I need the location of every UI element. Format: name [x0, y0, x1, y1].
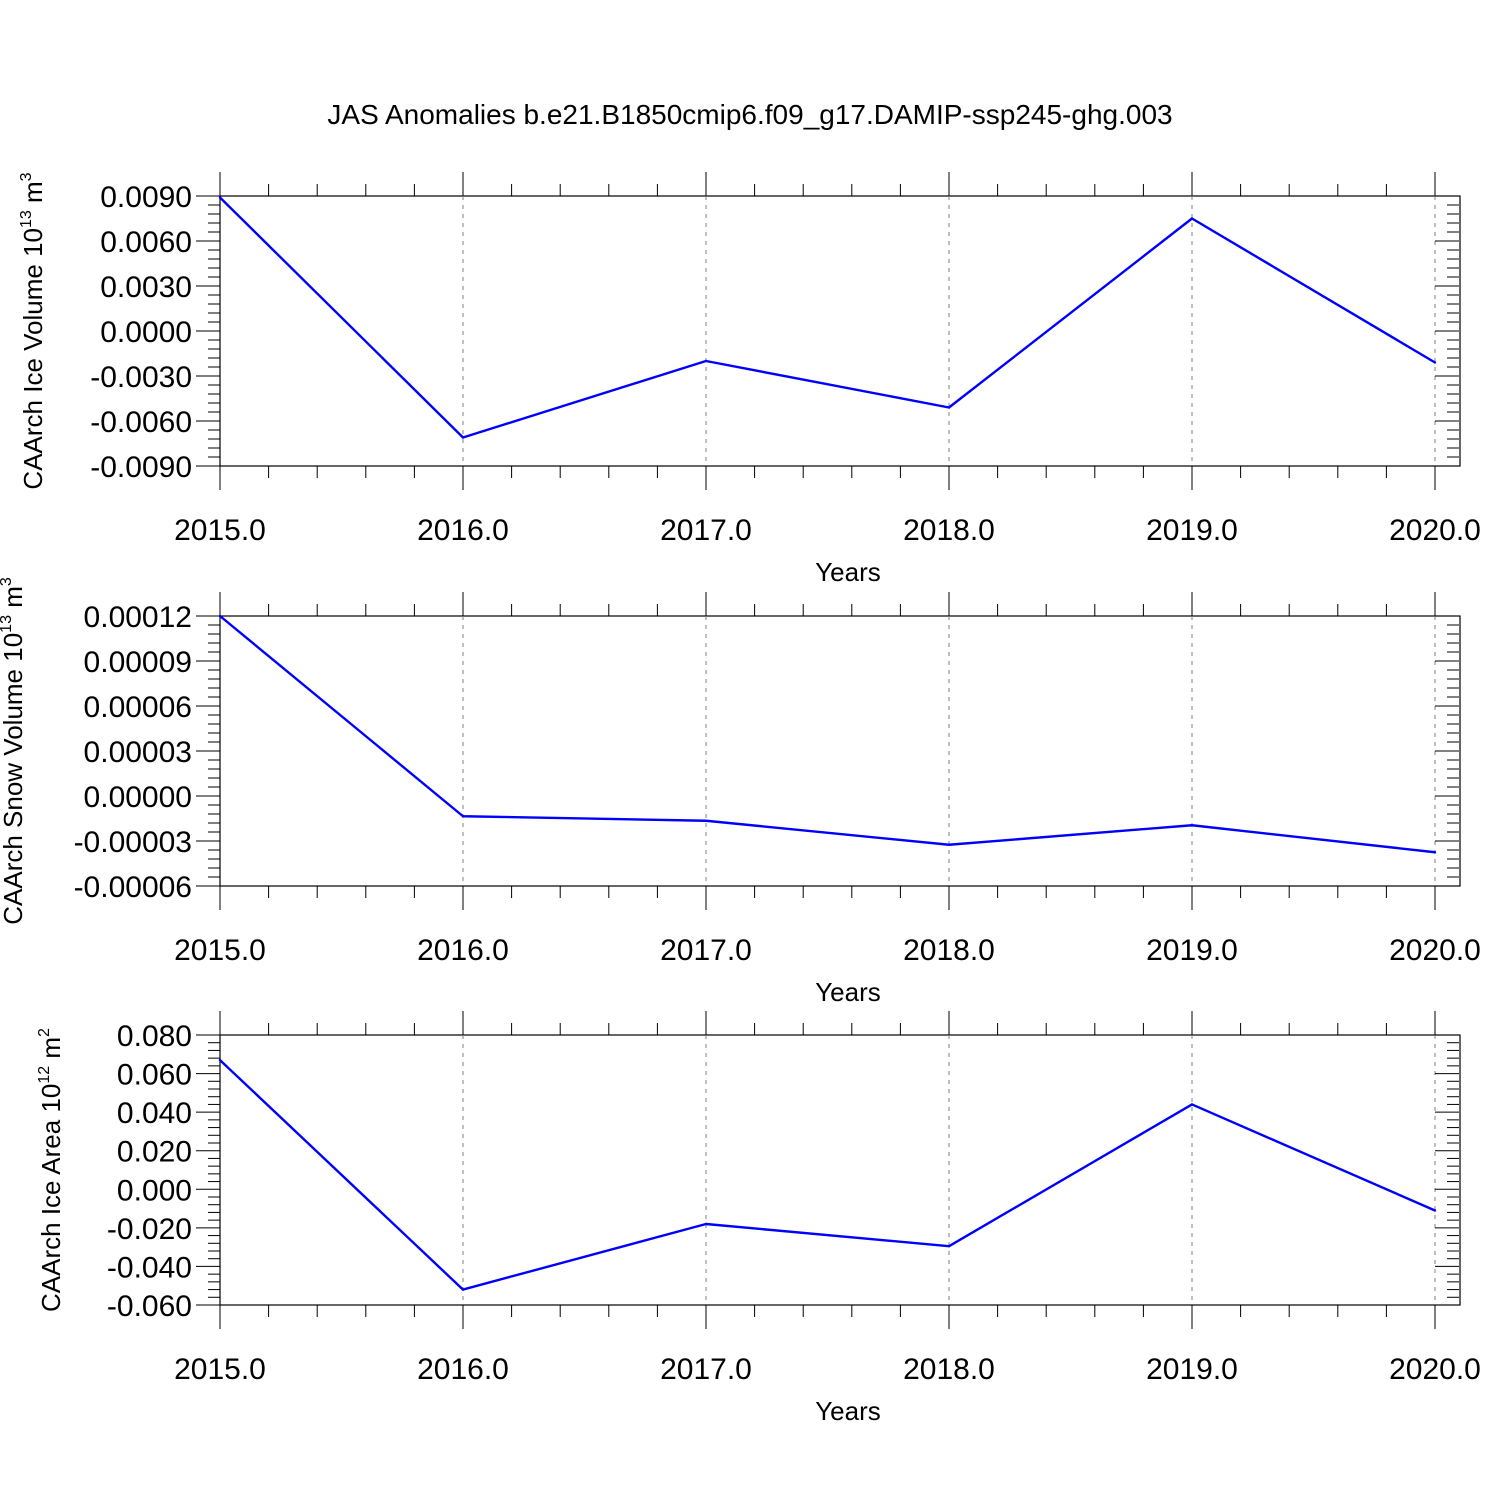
- y-tick-label: -0.060: [107, 1290, 192, 1323]
- y-tick-label: 0.00003: [84, 736, 192, 769]
- x-tick-label: 2017.0: [660, 514, 752, 547]
- y-axis-label-superscript: 2: [36, 1028, 53, 1037]
- y-axis-label-superscript: 3: [0, 577, 15, 586]
- x-tick-label: 2020.0: [1389, 1353, 1481, 1386]
- data-point: [947, 406, 951, 409]
- y-axis-label-part: m: [0, 586, 28, 615]
- y-tick-label: 0.00000: [84, 781, 192, 814]
- y-axis-label-part: m: [18, 181, 48, 210]
- y-tick-label: -0.0090: [90, 451, 192, 484]
- y-tick-label: 0.0090: [100, 181, 192, 214]
- x-axis-label: Years: [815, 1396, 881, 1426]
- y-tick-label: -0.040: [107, 1251, 192, 1284]
- figure-title: JAS Anomalies b.e21.B1850cmip6.f09_g17.D…: [327, 99, 1172, 130]
- panel-3: 0.080 0.060 0.040 0.020 0.000 -0.020 -0.040 -0.…: [36, 1011, 1481, 1426]
- y-tick-label: 0.020: [117, 1136, 192, 1169]
- data-point: [947, 843, 951, 846]
- x-axis-label: Years: [815, 557, 881, 587]
- y-tick-label: -0.00003: [74, 826, 192, 859]
- data-point: [1433, 361, 1437, 364]
- x-tick-label: 2018.0: [903, 1353, 995, 1386]
- panels: 0.0090 0.0060 0.0030 0.0000 -0.0030 -0.0060 -0…: [0, 172, 1481, 1426]
- y-axis-label-superscript: 12: [36, 1066, 53, 1084]
- x-tick-label: 2017.0: [660, 1353, 752, 1386]
- y-tick-label: 0.00009: [84, 646, 192, 679]
- x-tick-label: 2016.0: [417, 1353, 509, 1386]
- y-axis-label-part: CAArch Ice Volume 10: [18, 228, 48, 490]
- y-tick-label: 0.040: [117, 1097, 192, 1130]
- x-tick-label: 2016.0: [417, 514, 509, 547]
- data-point: [461, 815, 465, 818]
- series-line: [219, 615, 1436, 854]
- x-tick-label: 2017.0: [660, 934, 752, 967]
- data-point: [461, 436, 465, 439]
- x-tick-label: 2019.0: [1146, 514, 1238, 547]
- y-axis-label: CAArch Snow Volume 1013 m3: [0, 577, 28, 925]
- data-point: [218, 196, 222, 199]
- series-line: [219, 196, 1436, 439]
- panel-1: 0.0090 0.0060 0.0030 0.0000 -0.0030 -0.0060 -0…: [18, 172, 1481, 587]
- x-tick-label: 2020.0: [1389, 514, 1481, 547]
- y-tick-label: 0.0060: [100, 226, 192, 259]
- y-axis-label: CAArch Ice Volume 1013 m3: [18, 172, 48, 489]
- y-tick-label: 0.080: [117, 1020, 192, 1053]
- y-tick-label: 0.00006: [84, 691, 192, 724]
- plot-frame: [219, 195, 1461, 467]
- x-tick-label: 2018.0: [903, 514, 995, 547]
- y-axis-label: CAArch Ice Area 1012 m2: [36, 1028, 66, 1312]
- data-point: [1190, 1103, 1194, 1106]
- y-tick-label: 0.0000: [100, 316, 192, 349]
- data-point: [218, 1058, 222, 1062]
- y-axis-label-part: CAArch Ice Area 10: [36, 1084, 66, 1312]
- data-point: [1433, 851, 1437, 854]
- y-tick-label: -0.020: [107, 1213, 192, 1246]
- x-tick-label: 2015.0: [174, 1353, 266, 1386]
- x-tick-label: 2020.0: [1389, 934, 1481, 967]
- x-tick-label: 2019.0: [1146, 934, 1238, 967]
- data-point: [461, 1288, 465, 1291]
- y-axis-label-superscript: 13: [18, 210, 35, 228]
- y-axis-label-part: CAArch Snow Volume 10: [0, 633, 28, 925]
- x-tick-label: 2015.0: [174, 934, 266, 967]
- y-tick-label: 0.0030: [100, 271, 192, 304]
- y-axis-label-part: m: [36, 1037, 66, 1066]
- plot-frame: [219, 615, 1461, 887]
- data-point: [947, 1244, 951, 1248]
- y-tick-label: 0.060: [117, 1059, 192, 1092]
- y-tick-label: -0.0030: [90, 361, 192, 394]
- y-tick-label: -0.0060: [90, 406, 192, 439]
- panel-2: 0.00012 0.00009 0.00006 0.00003 0.00000 -0.00…: [0, 577, 1481, 1007]
- plot-frame: [219, 1034, 1461, 1306]
- x-tick-label: 2016.0: [417, 934, 509, 967]
- x-tick-label: 2019.0: [1146, 1353, 1238, 1386]
- data-point: [218, 614, 222, 618]
- y-tick-label: -0.00006: [74, 871, 192, 904]
- data-point: [704, 1222, 708, 1226]
- x-axis-label: Years: [815, 977, 881, 1007]
- y-tick-label: 0.000: [117, 1174, 192, 1207]
- series-line: [219, 1059, 1436, 1291]
- data-point: [1190, 824, 1194, 827]
- data-point: [704, 819, 708, 822]
- y-axis-label-superscript: 13: [0, 615, 15, 633]
- y-axis-label-superscript: 3: [18, 172, 35, 181]
- x-tick-label: 2015.0: [174, 514, 266, 547]
- data-point: [1190, 217, 1194, 220]
- data-point: [704, 359, 708, 363]
- data-point: [1433, 1209, 1437, 1212]
- y-tick-label: 0.00012: [84, 601, 192, 634]
- x-tick-label: 2018.0: [903, 934, 995, 967]
